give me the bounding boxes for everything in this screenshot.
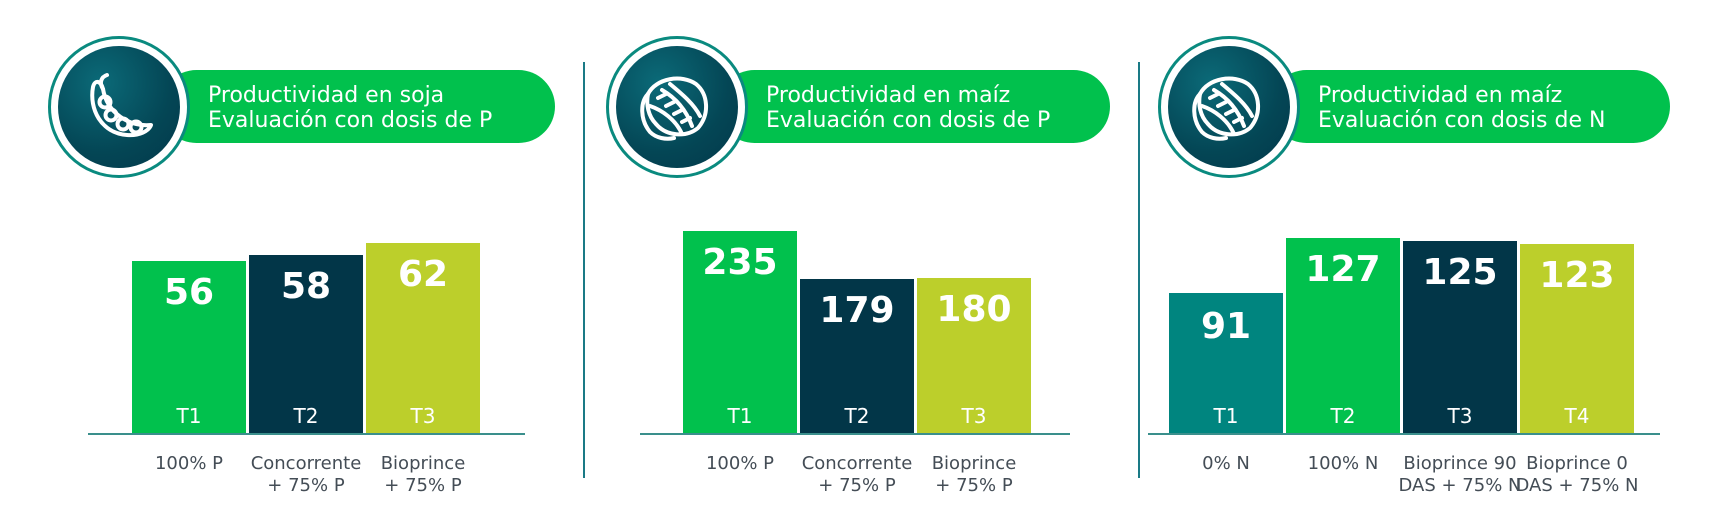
bar-t2: 58 T2 xyxy=(249,255,363,433)
corn-ear-badge xyxy=(1158,36,1300,178)
soy-pod-icon xyxy=(90,73,153,138)
x-tick-label: Concorrente + 75% P xyxy=(801,453,913,496)
bar-value-label: 58 xyxy=(280,266,332,307)
x-tick-label: Bioprince + 75% P xyxy=(380,453,466,496)
bar-value-label: 235 xyxy=(702,242,778,283)
bar-t1: 235 T1 xyxy=(683,231,797,433)
x-tick-label: 0% N xyxy=(1202,453,1250,474)
chart-title-line-2: Evaluación con dosis de P xyxy=(208,108,493,133)
chart-panel-maiz-p: Productividad en maíz Evaluación con dos… xyxy=(606,36,1110,496)
bar-t3: 180 T3 xyxy=(917,278,1031,433)
bar-t1: 56 T1 xyxy=(132,261,246,433)
chart-title-line-1: Productividad en maíz xyxy=(1318,83,1563,108)
chart-header: Productividad en soja Evaluación con dos… xyxy=(160,70,555,143)
panel-divider-1 xyxy=(583,62,585,478)
bar-category-label: T2 xyxy=(293,404,319,428)
bar-category-label: T3 xyxy=(961,404,987,428)
corn-ear-icon xyxy=(1192,76,1260,141)
bar-value-label: 91 xyxy=(1200,306,1252,347)
bar-t3: 62 T3 xyxy=(366,243,480,433)
bar-value-label: 56 xyxy=(163,272,215,313)
chart-title: Productividad en maíz Evaluación con dos… xyxy=(766,83,1050,133)
bar-category-label: T2 xyxy=(1330,404,1356,428)
bar-t2: 179 T2 xyxy=(800,279,914,433)
x-tick-label: 100% N xyxy=(1307,453,1379,474)
chart-title-line-2: Evaluación con dosis de N xyxy=(1318,108,1606,133)
chart-title: Productividad en maíz Evaluación con dos… xyxy=(1318,83,1605,133)
x-tick-label: Bioprince 90 DAS + 75% N xyxy=(1398,453,1522,496)
bar-category-label: T3 xyxy=(1447,404,1473,428)
x-tick-label: Bioprince 0 DAS + 75% N xyxy=(1515,453,1639,496)
x-tick-label: 100% P xyxy=(154,453,224,474)
bar-t4: 123 T4 xyxy=(1520,244,1634,433)
chart-header: Productividad en maíz Evaluación con dos… xyxy=(1270,70,1670,143)
bar-category-label: T1 xyxy=(1213,404,1239,428)
bar-t3: 125 T3 xyxy=(1403,241,1517,433)
chart-header: Productividad en maíz Evaluación con dos… xyxy=(718,70,1110,143)
chart-title-line-2: Evaluación con dosis de P xyxy=(766,108,1051,133)
bar-value-label: 179 xyxy=(819,290,895,331)
x-tick-label: Concorrente + 75% P xyxy=(250,453,362,496)
x-axis-baseline xyxy=(640,433,1070,435)
bar-t1: 91 T1 xyxy=(1169,293,1283,433)
x-tick-label: 100% P xyxy=(705,453,775,474)
bar-value-label: 123 xyxy=(1539,255,1615,296)
x-axis-baseline xyxy=(1148,433,1660,435)
bar-category-label: T2 xyxy=(844,404,870,428)
bar-value-label: 127 xyxy=(1305,249,1381,290)
chart-panel-soja-p: Productividad en soja Evaluación con dos… xyxy=(0,0,580,508)
bar-category-label: T4 xyxy=(1564,404,1590,428)
corn-ear-badge xyxy=(606,36,748,178)
soy-pod-badge xyxy=(48,36,190,178)
chart-title-line-1: Productividad en soja xyxy=(208,83,445,108)
panel-divider-2 xyxy=(1138,62,1140,478)
corn-ear-icon xyxy=(640,76,708,141)
bar-value-label: 125 xyxy=(1422,252,1498,293)
x-axis-baseline xyxy=(88,433,525,435)
bar-t2: 127 T2 xyxy=(1286,238,1400,433)
bar-value-label: 180 xyxy=(936,289,1012,330)
bar-category-label: T1 xyxy=(176,404,202,428)
chart-title: Productividad en soja Evaluación con dos… xyxy=(208,83,492,133)
bar-value-label: 62 xyxy=(397,254,449,295)
x-tick-label: Bioprince + 75% P xyxy=(931,453,1017,496)
bar-category-label: T3 xyxy=(410,404,436,428)
bar-category-label: T1 xyxy=(727,404,753,428)
chart-title-line-1: Productividad en maíz xyxy=(766,83,1011,108)
